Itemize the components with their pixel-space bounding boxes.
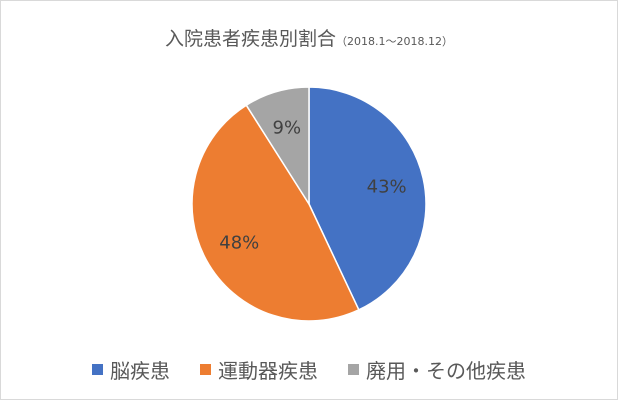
legend-swatch-brain	[92, 364, 103, 375]
label-disuse-other: 9%	[273, 118, 302, 139]
legend: 脳疾患 運動器疾患 廃用・その他疾患	[0, 355, 618, 384]
data-labels: 43% 48% 9%	[219, 118, 406, 254]
chart-title-text: 入院患者疾患別割合	[165, 28, 337, 50]
slice-musculoskeletal	[191, 104, 360, 322]
legend-label-musculoskeletal: 運動器疾患	[218, 359, 318, 383]
legend-item-disuse-other: 廃用・その他疾患	[348, 355, 526, 384]
slice-brain	[308, 86, 427, 311]
label-brain: 43%	[367, 177, 407, 198]
pie-slices	[191, 86, 427, 322]
chart-subtitle: （2018.1～2018.12）	[336, 35, 453, 48]
slice-disuse-other	[245, 86, 310, 207]
legend-item-musculoskeletal: 運動器疾患	[200, 355, 318, 384]
legend-label-disuse-other: 廃用・その他疾患	[366, 359, 526, 383]
legend-swatch-disuse-other	[348, 364, 359, 375]
legend-swatch-musculoskeletal	[200, 364, 211, 375]
label-musculoskeletal: 48%	[219, 232, 259, 253]
legend-label-brain: 脳疾患	[110, 359, 170, 383]
chart-title: 入院患者疾患別割合（2018.1～2018.12）	[0, 24, 618, 51]
legend-item-brain: 脳疾患	[92, 355, 170, 384]
